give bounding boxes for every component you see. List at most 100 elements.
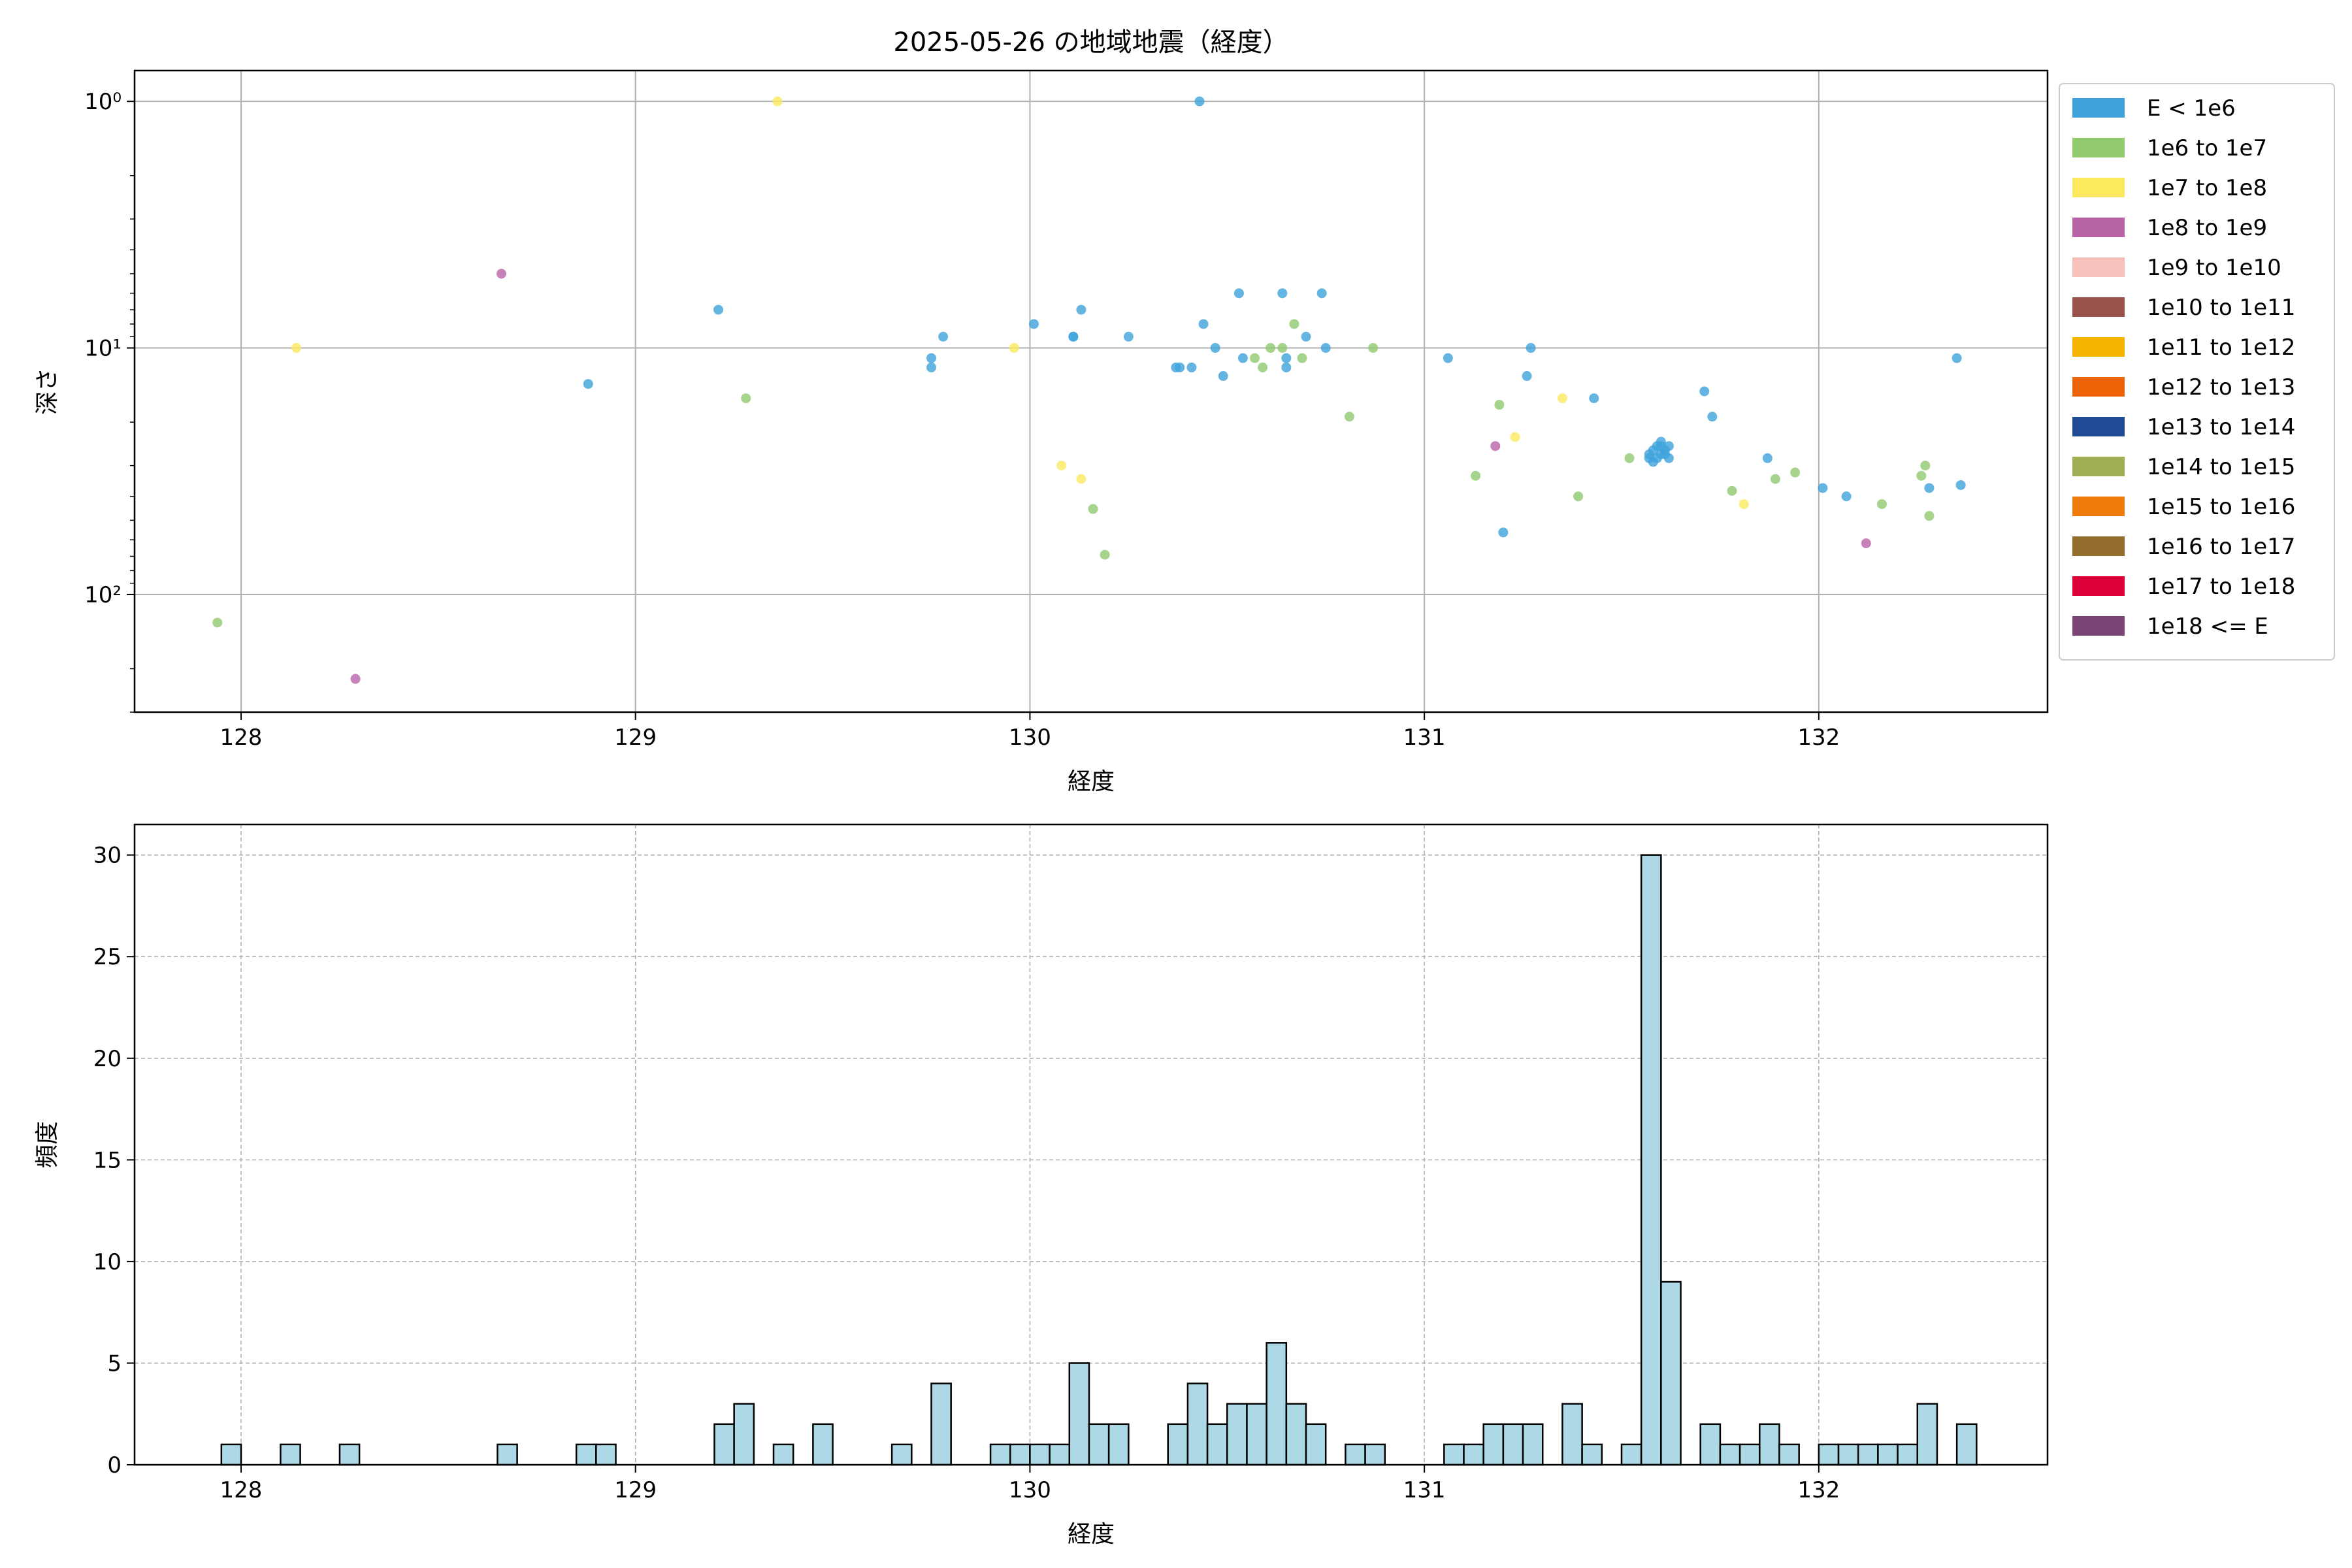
scatter-point xyxy=(1301,331,1311,342)
legend-swatch xyxy=(2072,257,2125,277)
legend-label: 1e12 to 1e13 xyxy=(2147,374,2295,400)
histogram-bars xyxy=(220,854,1978,1466)
histogram-x-tick-label: 132 xyxy=(1797,1477,1840,1503)
scatter-point xyxy=(1762,453,1772,463)
legend-swatch xyxy=(2072,218,2125,237)
histogram-bar xyxy=(1502,1423,1524,1466)
scatter-point xyxy=(1088,504,1098,514)
scatter-point xyxy=(713,304,723,315)
legend-label: 1e14 to 1e15 xyxy=(2147,454,2295,480)
legend-swatch xyxy=(2072,337,2125,357)
scatter-point xyxy=(1281,353,1292,363)
histogram-bar xyxy=(338,1443,361,1466)
histogram-bar xyxy=(1206,1423,1228,1466)
scatter-point xyxy=(350,674,361,684)
scatter-point xyxy=(1573,491,1584,502)
scatter-x-tick-label: 130 xyxy=(1009,725,1051,751)
histogram-bar xyxy=(1463,1443,1484,1466)
scatter-point xyxy=(1924,511,1935,521)
histogram-bar xyxy=(713,1423,735,1466)
scatter-point xyxy=(1707,412,1718,422)
legend-label: 1e13 to 1e14 xyxy=(2147,414,2295,440)
scatter-point xyxy=(1316,288,1327,299)
scatter-point xyxy=(1056,461,1067,471)
histogram-bar xyxy=(1443,1443,1465,1466)
scatter-point xyxy=(1175,362,1185,372)
scatter-y-label: 深さ xyxy=(34,368,61,415)
histogram-bar xyxy=(930,1382,952,1466)
histogram-bar xyxy=(1739,1443,1761,1466)
scatter-point xyxy=(1123,331,1134,342)
legend-swatch xyxy=(2072,497,2125,516)
histogram-bar xyxy=(1049,1443,1071,1466)
scatter-point xyxy=(1952,353,1962,363)
histogram-bar xyxy=(1305,1423,1327,1466)
histogram-bar xyxy=(1857,1443,1879,1466)
histogram-y-tick-label: 10 xyxy=(93,1249,122,1275)
scatter-point xyxy=(1266,343,1276,353)
scatter-point xyxy=(1471,470,1481,481)
histogram-bar xyxy=(890,1443,913,1466)
histogram-axes: 128 129 130 131 132 0 5 10 15 20 25 30 xyxy=(93,843,1840,1503)
scatter-point xyxy=(1320,343,1331,353)
scatter-point xyxy=(1194,96,1205,106)
scatter-point xyxy=(772,96,783,106)
histogram-bar xyxy=(1640,854,1662,1466)
histogram-y-tick-label: 5 xyxy=(107,1350,122,1377)
scatter-point xyxy=(1924,483,1935,493)
histogram-bar xyxy=(1167,1423,1189,1466)
histogram-bar xyxy=(1759,1423,1780,1466)
scatter-point xyxy=(1510,432,1520,442)
histogram-bar xyxy=(575,1443,597,1466)
scatter-point xyxy=(1498,527,1509,538)
legend-swatch xyxy=(2072,616,2125,636)
scatter-point xyxy=(1076,304,1086,315)
scatter-point xyxy=(1009,343,1019,353)
histogram-bar xyxy=(989,1443,1011,1466)
histogram-bar xyxy=(1620,1443,1642,1466)
scatter-point xyxy=(1277,288,1288,299)
scatter-point xyxy=(1739,499,1749,510)
histogram-bar xyxy=(1345,1443,1366,1466)
scatter-point xyxy=(212,617,223,628)
histogram-bar xyxy=(1107,1423,1130,1466)
histogram-x-label: 経度 xyxy=(1068,1521,1115,1548)
legend-swatch xyxy=(2072,417,2125,436)
histogram-bar xyxy=(1088,1423,1110,1466)
histogram-bar xyxy=(1522,1423,1544,1466)
scatter-point xyxy=(1652,453,1662,463)
legend-label: 1e15 to 1e16 xyxy=(2147,494,2295,520)
scatter-point xyxy=(1344,412,1354,422)
scatter-y-tick-label: 10² xyxy=(84,582,122,608)
legend-label: 1e8 to 1e9 xyxy=(2147,215,2267,241)
histogram-bar xyxy=(733,1403,755,1466)
legend-label: E < 1e6 xyxy=(2147,95,2236,122)
scatter-x-tick-label: 132 xyxy=(1797,725,1840,751)
scatter-point xyxy=(1210,343,1220,353)
scatter-point xyxy=(1076,474,1086,484)
scatter-point xyxy=(1916,470,1927,481)
scatter-point xyxy=(926,353,936,363)
histogram-bar xyxy=(1029,1443,1051,1466)
scatter-point xyxy=(1494,400,1505,410)
histogram-x-tick-label: 131 xyxy=(1403,1477,1446,1503)
legend-label: 1e18 <= E xyxy=(2147,613,2268,640)
histogram-bar xyxy=(1719,1443,1741,1466)
scatter-point xyxy=(1277,343,1288,353)
histogram-bar xyxy=(1285,1403,1307,1466)
scatter-points xyxy=(212,96,1966,684)
histogram-bar xyxy=(1009,1443,1031,1466)
histogram-bar xyxy=(1877,1443,1899,1466)
scatter-point xyxy=(1589,393,1599,404)
histogram-bar xyxy=(1482,1423,1505,1466)
legend-label: 1e6 to 1e7 xyxy=(2147,135,2267,161)
histogram-x-tick-label: 129 xyxy=(614,1477,657,1503)
histogram-bar xyxy=(1226,1403,1248,1466)
histogram-bar xyxy=(1818,1443,1840,1466)
scatter-point xyxy=(741,393,751,404)
histogram-bar xyxy=(1660,1281,1682,1466)
scatter-y-tick-label: 10¹ xyxy=(84,336,122,362)
histogram-bar xyxy=(772,1443,794,1466)
scatter-point xyxy=(1289,319,1299,329)
legend-swatch xyxy=(2072,297,2125,317)
